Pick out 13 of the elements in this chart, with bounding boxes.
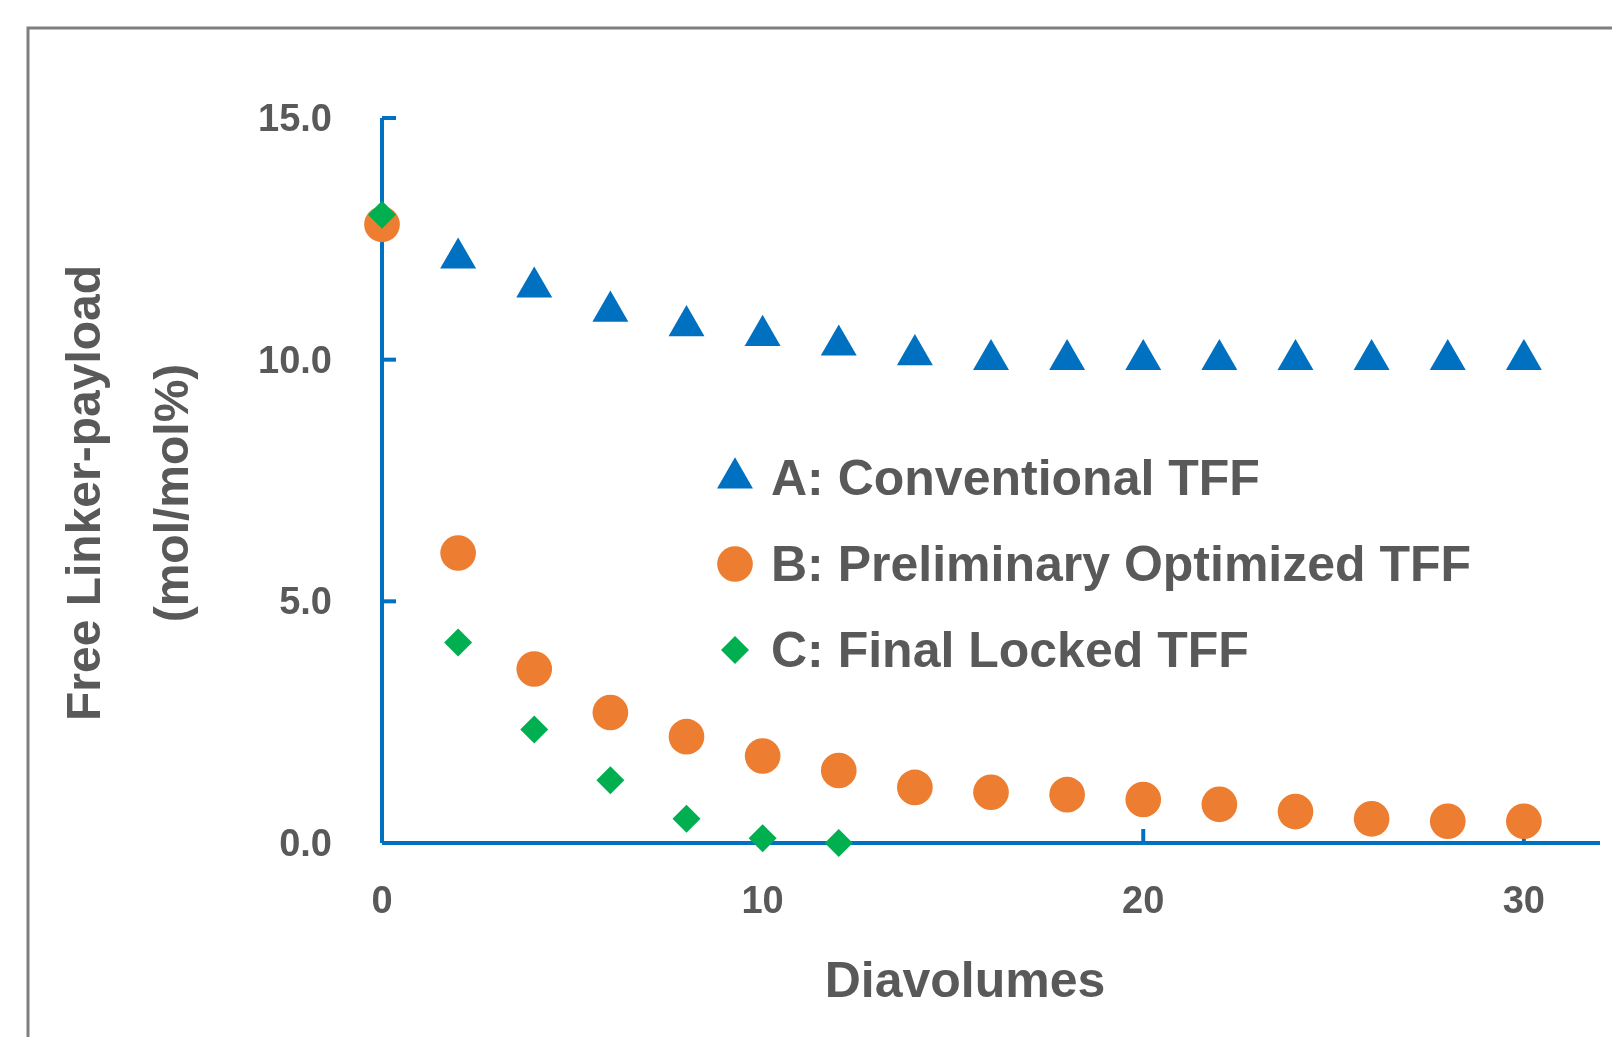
x-axis-title: Diavolumes (824, 952, 1106, 1008)
y-tick-label: 10.0 (258, 338, 332, 381)
x-tick-label: 10 (741, 879, 784, 921)
y-tick-label: 0.0 (279, 822, 332, 864)
legend-label: A: Conventional TFF (771, 450, 1260, 506)
y-axis-title: Free Linker-payload (mol/mol%) (57, 264, 198, 722)
x-tick-label: 30 (1502, 879, 1546, 921)
y-tick-label: 5.0 (279, 580, 332, 623)
legend-label: B: Preliminary Optimized TFF (771, 536, 1472, 592)
x-tick-label: 20 (1122, 879, 1165, 921)
y-tick-label: 15.0 (258, 97, 332, 139)
legend-label: C: Final Locked TFF (771, 622, 1249, 678)
x-tick-label: 0 (371, 879, 393, 921)
